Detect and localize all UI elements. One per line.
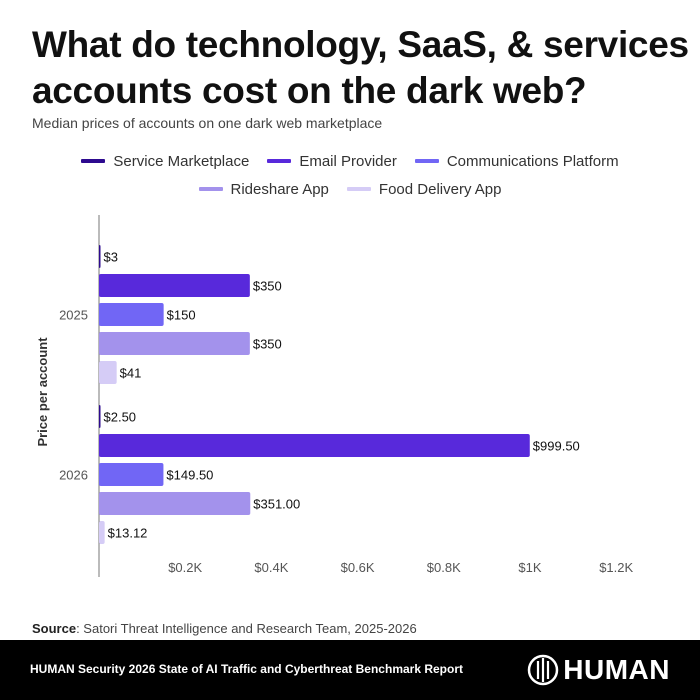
legend-label: Rideshare App (230, 180, 329, 198)
report-title: HUMAN Security 2026 State of AI Traffic … (30, 662, 464, 676)
legend-label: Food Delivery App (378, 180, 502, 198)
legend-swatch (346, 187, 371, 191)
data-label: $13.12 (108, 526, 148, 541)
footer: HUMAN Security 2026 State of AI Traffic … (0, 640, 700, 700)
data-label: $999.50 (533, 439, 580, 454)
x-tick-label: $0.6K (341, 560, 375, 575)
bar (99, 492, 251, 515)
legend-item-communications-platform[interactable]: Communications Platform (414, 152, 619, 170)
bar (99, 434, 530, 457)
legend-row-1: Service Marketplace Email Provider Commu… (0, 147, 700, 175)
bar (99, 303, 164, 326)
source-text: : Satori Threat Intelligence and Researc… (76, 621, 417, 636)
legend-swatch (414, 159, 439, 163)
human-logo[interactable]: HUMAN (527, 654, 670, 686)
data-label: $149.50 (166, 468, 213, 483)
legend-label: Email Provider (299, 152, 397, 170)
brand-name: HUMAN (563, 654, 670, 685)
legend-item-rideshare-app[interactable]: Rideshare App (198, 180, 329, 198)
bar (99, 521, 105, 544)
bar (99, 361, 117, 384)
data-label: $3 (104, 250, 118, 265)
data-label: $2.50 (104, 410, 137, 425)
legend: Service Marketplace Email Provider Commu… (0, 147, 700, 203)
chart-title: What do technology, SaaS, & services acc… (32, 24, 689, 111)
x-tick-label: $0.2K (168, 560, 202, 575)
source-label: Source (32, 621, 77, 636)
category-label: 2025 (59, 308, 88, 323)
bar (99, 332, 250, 355)
data-label: $350 (253, 279, 282, 294)
chart-subtitle: Median prices of accounts on one dark we… (32, 115, 383, 131)
legend-swatch (267, 159, 292, 163)
human-logo-icon (528, 654, 559, 686)
source-note: Source: Satori Threat Intelligence and R… (32, 621, 417, 636)
legend-item-service-marketplace[interactable]: Service Marketplace (81, 153, 249, 170)
bar (99, 405, 101, 428)
legend-swatch (81, 159, 106, 163)
y-axis-label: Price per account (35, 337, 50, 447)
legend-row-2: Rideshare App Food Delivery App (0, 175, 700, 203)
bar (99, 463, 164, 486)
bar-chart: Price per account 2025 $3 $350 $150 $350 $41 20… (35, 215, 634, 577)
x-tick-label: $1K (518, 560, 541, 575)
data-label: $350 (253, 337, 282, 352)
bar (99, 274, 250, 297)
x-tick-label: $1.2K (599, 560, 633, 575)
x-tick-label: $0.4K (254, 560, 288, 575)
legend-label: Service Marketplace (113, 152, 250, 170)
legend-item-email-provider[interactable]: Email Provider (267, 153, 397, 170)
legend-swatch (198, 187, 223, 191)
category-label: 2026 (59, 468, 88, 483)
x-tick-label: $0.8K (427, 560, 461, 575)
legend-item-food-delivery-app[interactable]: Food Delivery App (346, 180, 502, 198)
data-label: $41 (120, 366, 142, 381)
bar (99, 245, 101, 268)
legend-label: Communications Platform (446, 152, 619, 170)
data-label: $150 (167, 308, 196, 323)
data-label: $351.00 (253, 497, 300, 512)
